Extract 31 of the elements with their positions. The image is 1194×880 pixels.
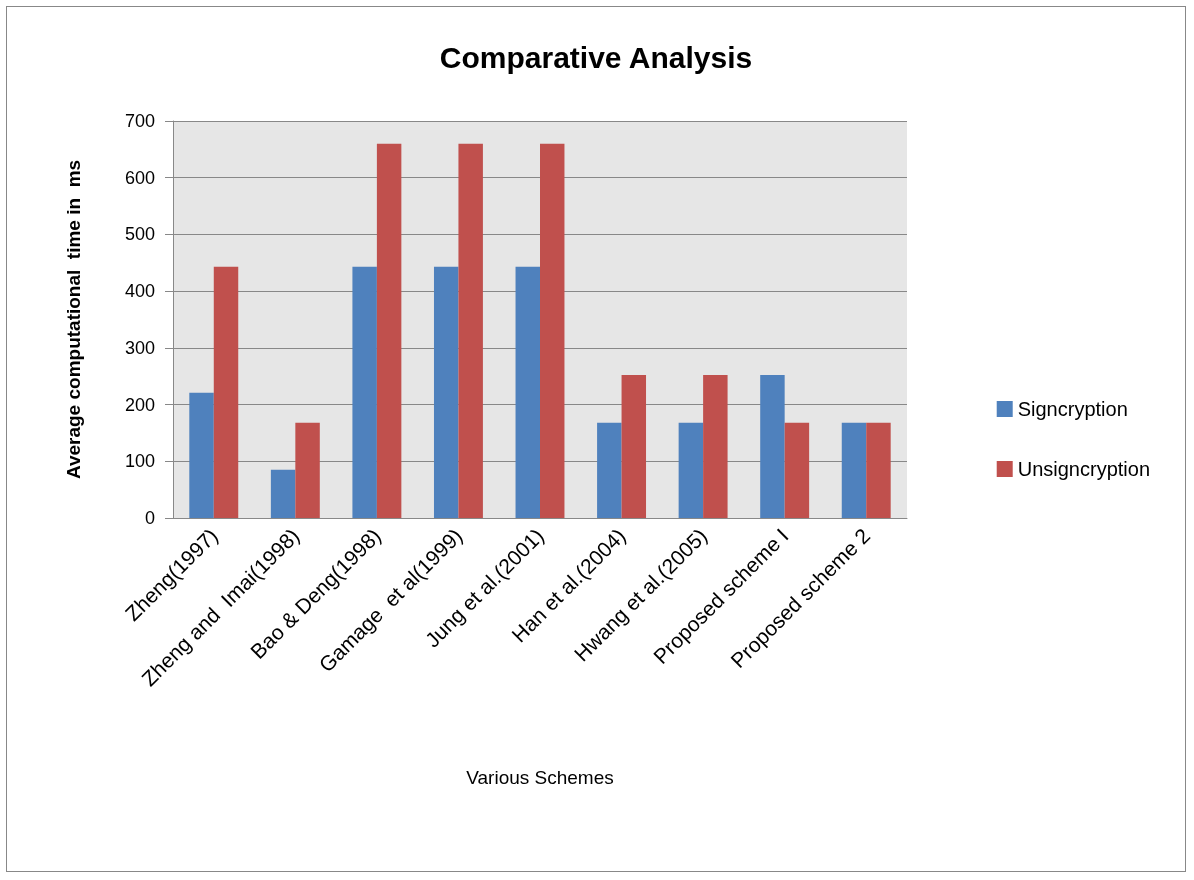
legend-label: Signcryption <box>1017 398 1128 420</box>
y-axis-title: Average computational time in ms <box>63 159 84 480</box>
bar <box>621 375 647 518</box>
bar <box>515 266 540 518</box>
bar <box>213 266 239 518</box>
bar <box>270 469 296 518</box>
bar <box>597 422 622 518</box>
x-axis-title: Various Schemes <box>466 767 614 788</box>
y-tick-label: 400 <box>124 281 155 302</box>
chart-title: Comparative Analysis <box>439 40 753 74</box>
bar <box>376 143 402 518</box>
bar <box>841 422 867 518</box>
y-tick-label: 300 <box>124 337 155 358</box>
legend-label: Unsigncryption <box>1017 458 1151 480</box>
y-tick-label: 600 <box>124 167 155 188</box>
y-tick-label: 200 <box>124 394 155 415</box>
bar <box>295 422 320 518</box>
bar <box>352 266 377 518</box>
bar <box>760 375 785 518</box>
y-tick-label: 500 <box>124 224 155 245</box>
bar <box>189 392 214 518</box>
bar <box>866 422 891 518</box>
y-tick-label: 100 <box>124 451 155 472</box>
bar <box>458 143 483 518</box>
bar <box>703 375 728 518</box>
bar <box>678 422 704 518</box>
y-tick-label: 700 <box>124 111 155 131</box>
bar <box>540 143 565 518</box>
bar <box>784 422 810 518</box>
y-tick-label: 0 <box>144 508 155 528</box>
bar <box>433 266 459 518</box>
